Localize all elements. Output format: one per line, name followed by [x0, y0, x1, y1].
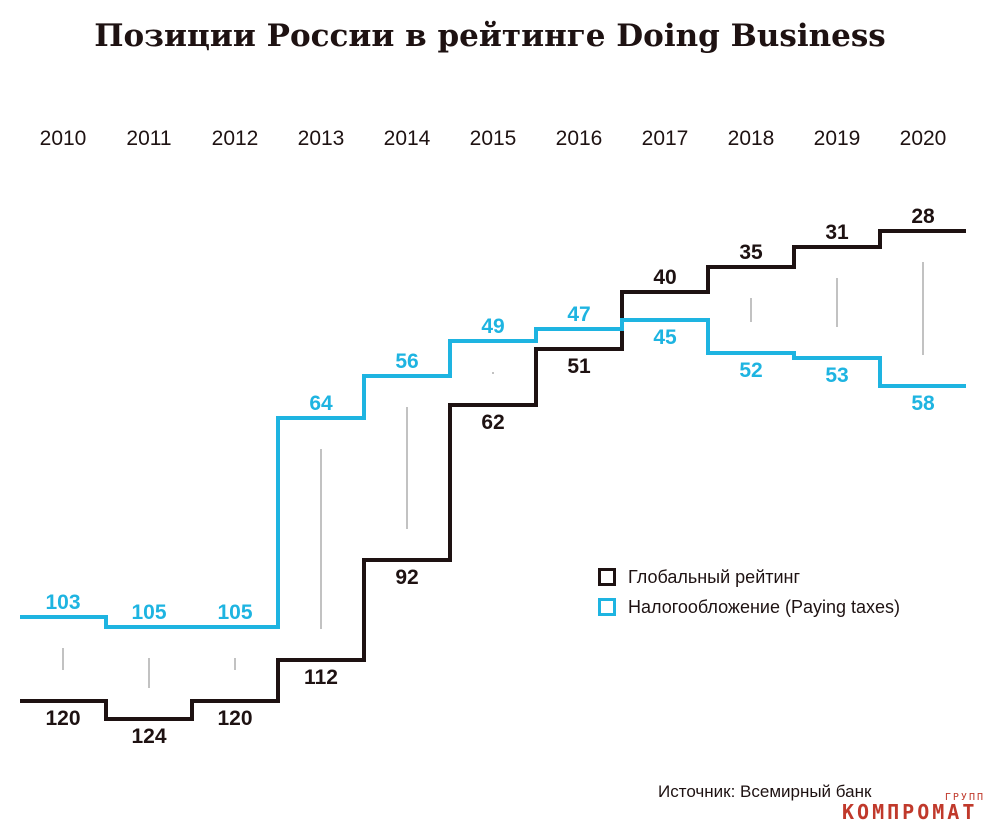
- data-label-taxes: 52: [739, 359, 762, 382]
- data-label-taxes: 64: [309, 392, 333, 415]
- series-line-taxes: [20, 318, 966, 629]
- data-label-global: 51: [567, 355, 591, 378]
- source-note: Источник: Всемирный банк: [658, 782, 872, 801]
- legend: Глобальный рейтинг Налогообложение (Payi…: [598, 562, 900, 622]
- data-label-taxes: 47: [567, 303, 590, 326]
- data-label-global: 31: [825, 221, 849, 244]
- x-tick-label: 2013: [298, 127, 345, 150]
- x-tick-label: 2020: [900, 127, 947, 150]
- x-tick-label: 2018: [728, 127, 775, 150]
- x-tick-label: 2017: [642, 127, 689, 150]
- data-label-taxes: 49: [481, 315, 504, 338]
- data-label-global: 35: [739, 241, 763, 264]
- legend-item-taxes: Налогообложение (Paying taxes): [598, 592, 900, 622]
- x-tick-label: 2011: [126, 127, 171, 150]
- watermark-main-text: КОМПРОМАТ: [842, 800, 978, 824]
- data-label-global: 92: [395, 566, 418, 589]
- data-label-global: 120: [45, 707, 80, 730]
- data-label-global: 124: [131, 725, 166, 748]
- data-label-taxes: 58: [911, 392, 935, 415]
- chart-title: Позиции России в рейтинге Doing Business: [94, 18, 886, 54]
- legend-label-taxes: Налогообложение (Paying taxes): [628, 596, 901, 617]
- legend-swatch-global: [598, 568, 616, 586]
- legend-item-global: Глобальный рейтинг: [598, 562, 900, 592]
- x-tick-label: 2012: [212, 127, 259, 150]
- watermark-logo: ГРУПП КОМПРОМАТ: [838, 792, 993, 832]
- data-label-taxes: 56: [395, 350, 418, 373]
- data-label-global: 120: [217, 707, 252, 730]
- data-label-global: 40: [653, 266, 676, 289]
- legend-label-global: Глобальный рейтинг: [628, 566, 801, 587]
- x-tick-label: 2010: [40, 127, 87, 150]
- data-label-global: 112: [304, 666, 338, 689]
- x-tick-label: 2019: [814, 127, 861, 150]
- data-label-taxes: 103: [45, 591, 80, 614]
- legend-swatch-taxes: [598, 598, 616, 616]
- x-tick-label: 2015: [470, 127, 517, 150]
- watermark-small-text: ГРУПП: [944, 792, 985, 803]
- data-label-taxes: 105: [131, 601, 166, 624]
- data-label-global: 62: [481, 411, 504, 434]
- x-tick-label: 2014: [384, 127, 431, 150]
- data-label-taxes: 53: [825, 364, 848, 387]
- x-tick-label: 2016: [556, 127, 603, 150]
- data-label-taxes: 105: [217, 601, 252, 624]
- data-label-global: 28: [911, 205, 935, 228]
- series-line-global: [20, 229, 966, 721]
- data-label-taxes: 45: [653, 326, 677, 349]
